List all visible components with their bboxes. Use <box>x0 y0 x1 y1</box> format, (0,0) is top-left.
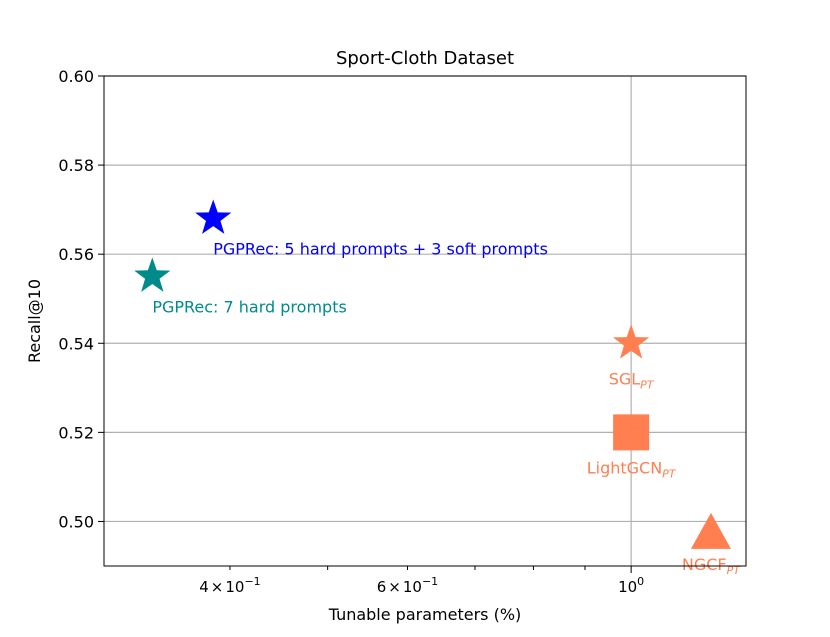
point-labels: PGPRec: 5 hard prompts + 3 soft prompts P… <box>152 240 741 577</box>
star-marker <box>134 257 171 292</box>
point-label: SGLPT <box>609 369 655 391</box>
y-axis-label: Recall@10 <box>25 279 44 363</box>
y-tick-label: 0.56 <box>58 245 94 264</box>
axes: 0.50 0.52 0.54 0.56 0.58 0.60 100 4 × 10−1 6 × 10−1 <box>58 67 644 596</box>
grid-lines <box>104 75 746 566</box>
x-tick-label: 6 × 10−1 <box>377 575 438 596</box>
square-marker <box>613 414 650 451</box>
triangle-marker <box>690 512 731 549</box>
point-label: PGPRec: 5 hard prompts + 3 soft prompts <box>213 240 548 259</box>
star-marker <box>613 324 650 359</box>
y-tick-label: 0.50 <box>58 512 94 531</box>
y-tick-label: 0.60 <box>58 67 94 86</box>
plot-frame <box>103 75 747 567</box>
x-tick-label: 100 <box>618 575 644 596</box>
y-tick-label: 0.58 <box>58 156 94 175</box>
star-marker <box>195 199 232 234</box>
y-tick-label: 0.52 <box>58 423 94 442</box>
point-label: LightGCNPT <box>587 458 677 480</box>
x-axis-label: Tunable parameters (%) <box>328 605 522 624</box>
y-tick-label: 0.54 <box>58 334 94 353</box>
point-label: PGPRec: 7 hard prompts <box>152 297 346 316</box>
x-tick-label: 4 × 10−1 <box>199 575 260 596</box>
chart-title: Sport-Cloth Dataset <box>336 48 514 69</box>
data-markers <box>134 199 731 549</box>
point-label: NGCFPT <box>682 555 741 577</box>
